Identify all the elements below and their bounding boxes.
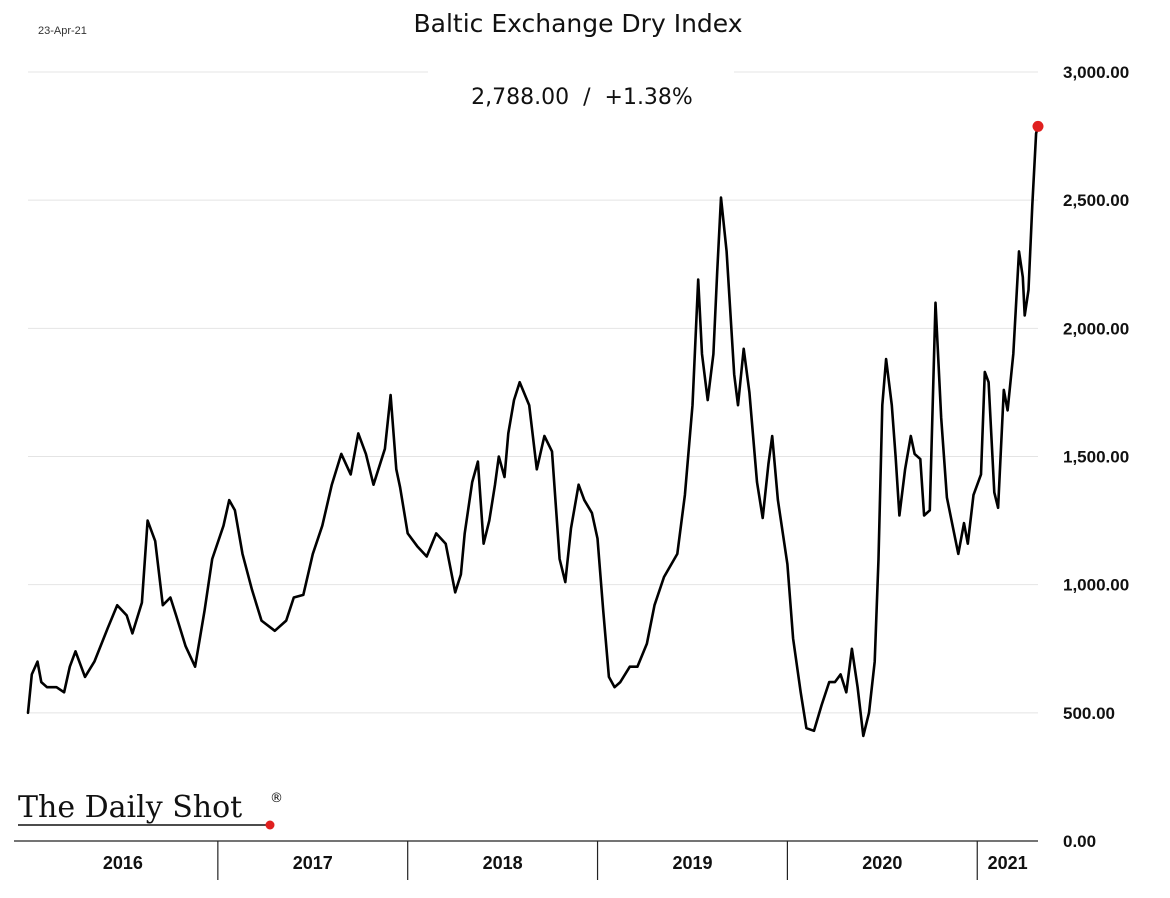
x-tick-label: 2016 — [103, 853, 143, 873]
x-tick-label: 2017 — [293, 853, 333, 873]
y-axis-ticks: 0.00 500.00 1,000.00 1,500.00 2,000.00 2,500.… — [1063, 63, 1129, 851]
date-label: 23-Apr-21 — [38, 25, 87, 37]
daily-shot-logo: The Daily Shot ® — [18, 790, 283, 830]
logo-registered-mark: ® — [270, 791, 283, 806]
gridlines — [28, 71, 1038, 714]
x-tick-label: 2021 — [988, 853, 1028, 873]
y-tick-label: 1,500.00 — [1063, 448, 1129, 467]
y-tick-label: 0.00 — [1063, 832, 1096, 851]
x-axis-ticks: 2016 2017 2018 2019 2020 2021 — [14, 840, 1038, 880]
last-point-marker — [1032, 120, 1044, 132]
chart-title: Baltic Exchange Dry Index — [413, 9, 742, 38]
series-line-bdi — [26, 125, 1040, 738]
x-tick-label: 2019 — [672, 853, 712, 873]
chart-subtitle: 2,788.00 / +1.38% — [471, 85, 693, 110]
y-tick-label: 1,000.00 — [1063, 576, 1129, 595]
logo-red-dot — [265, 820, 275, 830]
y-tick-label: 2,500.00 — [1063, 191, 1129, 210]
x-tick-label: 2020 — [862, 853, 902, 873]
y-tick-label: 3,000.00 — [1063, 63, 1129, 82]
x-tick-label: 2018 — [483, 853, 523, 873]
y-tick-label: 2,000.00 — [1063, 319, 1129, 338]
subtitle-background — [428, 66, 734, 118]
y-tick-label: 500.00 — [1063, 704, 1115, 723]
logo-text: The Daily Shot — [18, 790, 242, 825]
